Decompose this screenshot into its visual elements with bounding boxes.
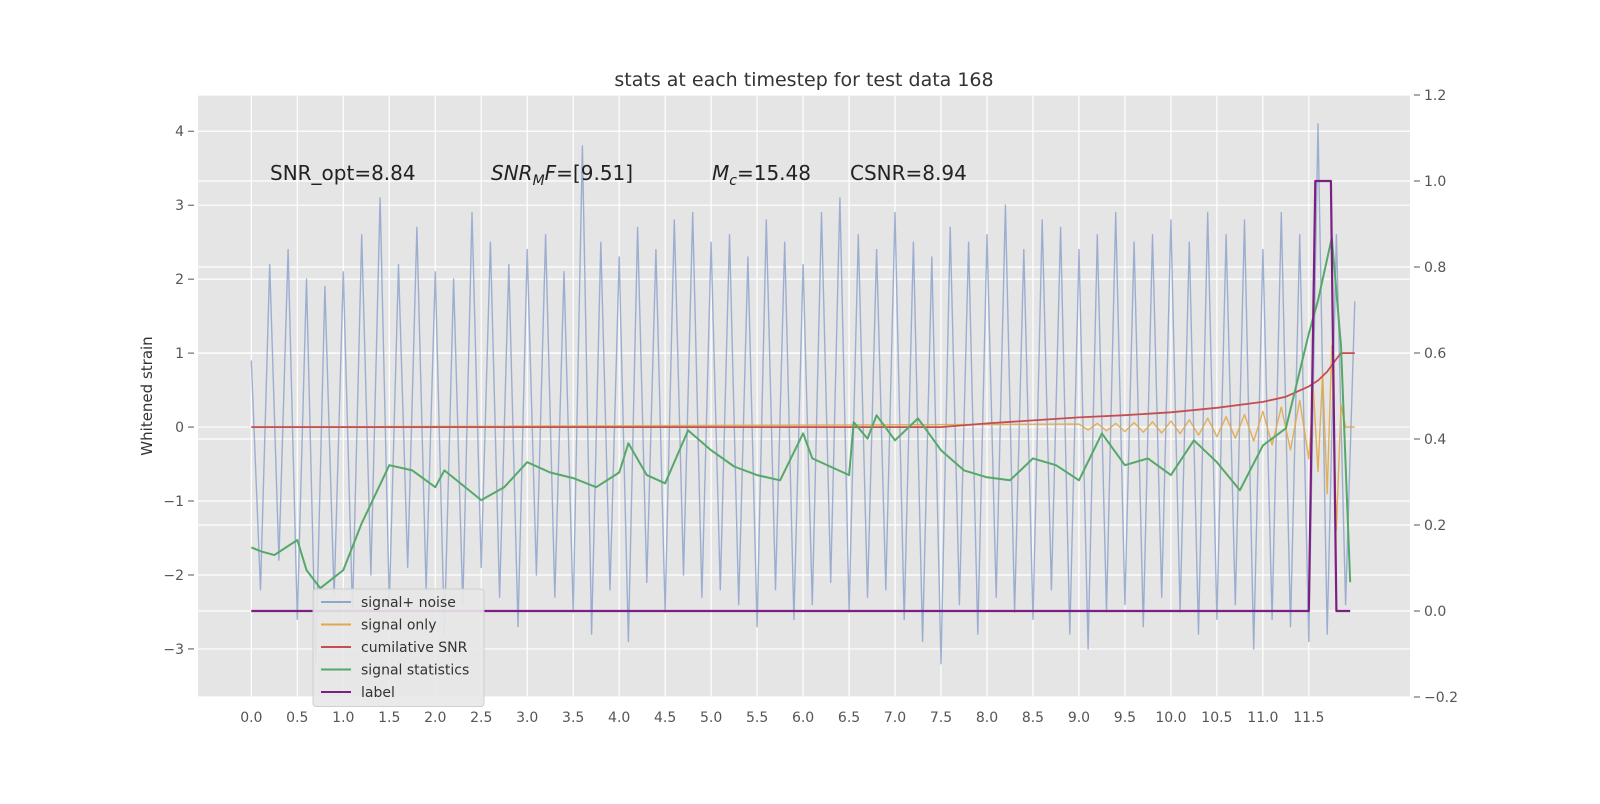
x-tick-label: 3.0	[516, 710, 538, 726]
annotation: Mc=15.48	[712, 161, 811, 189]
y2-tick-label: 0.4	[1424, 432, 1446, 448]
x-tick-label: 4.5	[654, 710, 676, 726]
y2-tick-label: 0.2	[1424, 518, 1446, 534]
x-tick-label: 1.0	[332, 710, 354, 726]
y-axis-label: Whitened strain	[138, 336, 156, 455]
y-tick-label: 4	[175, 124, 184, 140]
legend-box	[312, 588, 485, 707]
x-tick-label: 6.0	[792, 710, 814, 726]
series-line	[250, 123, 1356, 665]
x-tick-label: 3.5	[562, 710, 584, 726]
x-tick-label: 1.5	[378, 710, 400, 726]
y-tick-label: −2	[163, 568, 184, 584]
y-tick-label: −1	[163, 494, 184, 510]
annotation: SNR_opt=8.84	[270, 161, 416, 185]
series-line	[251, 352, 1355, 428]
x-tick-label: 0.0	[240, 710, 262, 726]
x-tick-label: 11.0	[1247, 710, 1278, 726]
y-tick-label: 2	[175, 272, 184, 288]
annotation-sub: M	[533, 173, 545, 189]
series-layer	[250, 123, 1356, 665]
x-tick-label: 2.0	[424, 710, 446, 726]
x-tick-label: 6.5	[838, 710, 860, 726]
legend: signal+ noise signal only cumilative SNR si…	[312, 588, 485, 707]
y-tick-label: 0	[175, 420, 184, 436]
series-line	[251, 179, 1351, 613]
y2-tick-label: 0.6	[1424, 346, 1446, 362]
x-tick-label: 5.0	[700, 710, 722, 726]
annotation-sub: c	[729, 173, 737, 189]
x-tick-label: 2.5	[470, 710, 492, 726]
y-tick-label: 1	[175, 346, 184, 362]
chart-title: stats at each timestep for test data 168	[614, 69, 993, 91]
legend-label: signal only	[361, 618, 436, 634]
x-tick-label: 9.5	[1114, 710, 1136, 726]
annotation-part: =[9.51]	[556, 161, 633, 185]
x-tick-label: 7.0	[884, 710, 906, 726]
legend-label: signal statistics	[361, 663, 469, 679]
x-tick-label: 9.0	[1068, 710, 1090, 726]
series-line	[250, 236, 1352, 590]
x-tick-label: 10.5	[1201, 710, 1232, 726]
x-tick-label: 4.0	[608, 710, 630, 726]
x-tick-label: 11.5	[1293, 710, 1324, 726]
x-tick-label: 8.0	[976, 710, 998, 726]
legend-label: signal+ noise	[361, 595, 456, 611]
x-tick-label: 7.5	[930, 710, 952, 726]
annotation-part: F	[545, 161, 557, 185]
y2-tick-label: 0.8	[1424, 260, 1446, 276]
y2-tick-label: 1.2	[1424, 88, 1446, 104]
annotation-part: =15.48	[737, 161, 811, 185]
legend-label: label	[361, 685, 395, 701]
y-tick-label: 3	[175, 198, 184, 214]
annotation: SNRMF=[9.51]	[491, 161, 633, 189]
y-tick-label: −3	[163, 642, 184, 658]
x-tick-label: 10.0	[1155, 710, 1186, 726]
y2-tick-label: −0.2	[1424, 690, 1458, 706]
x-tick-label: 0.5	[286, 710, 308, 726]
y2-tick-label: 0.0	[1424, 604, 1446, 620]
y2-tick-label: 1.0	[1424, 174, 1446, 190]
annotation-part: M	[712, 161, 729, 185]
annotation: CSNR=8.94	[850, 161, 967, 185]
x-tick-label: 8.5	[1022, 710, 1044, 726]
series-line	[251, 345, 1355, 532]
x-tick-label: 5.5	[746, 710, 768, 726]
annotation-part: SNR	[491, 161, 533, 185]
legend-label: cumilative SNR	[361, 640, 468, 656]
